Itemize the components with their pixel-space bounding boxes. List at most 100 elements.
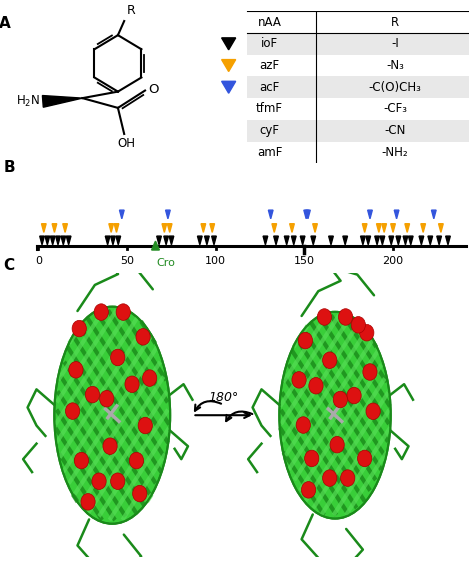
Circle shape [341,470,355,486]
Polygon shape [375,236,379,245]
Polygon shape [319,409,391,516]
Polygon shape [293,349,380,481]
Circle shape [309,377,323,394]
Polygon shape [222,38,236,50]
Polygon shape [52,224,57,233]
Polygon shape [279,409,350,516]
Text: 50: 50 [120,256,134,266]
Polygon shape [121,453,167,521]
Text: -C(O)CH₃: -C(O)CH₃ [369,81,421,94]
Polygon shape [56,309,105,382]
Polygon shape [105,236,110,245]
Polygon shape [263,236,268,245]
Text: 180°: 180° [209,391,239,404]
Polygon shape [108,427,171,521]
Polygon shape [152,241,159,250]
Polygon shape [437,236,441,245]
Text: ioF: ioF [261,37,278,50]
Polygon shape [107,309,169,404]
Polygon shape [66,236,71,245]
Polygon shape [296,338,383,471]
Polygon shape [110,236,115,245]
Polygon shape [283,377,366,502]
Polygon shape [79,375,165,507]
Polygon shape [50,236,55,245]
Circle shape [138,417,152,434]
Polygon shape [72,334,163,473]
Polygon shape [304,210,309,219]
Polygon shape [114,224,119,233]
Circle shape [110,473,125,489]
Circle shape [351,316,365,333]
Polygon shape [222,60,236,72]
Circle shape [347,387,361,404]
Circle shape [298,332,312,349]
Circle shape [338,309,353,325]
Polygon shape [405,224,410,233]
Polygon shape [391,224,395,233]
Circle shape [292,372,306,388]
Text: amF: amF [257,146,283,159]
Bar [246,120,316,141]
Text: R: R [391,16,399,29]
Circle shape [116,304,130,320]
Polygon shape [42,96,82,107]
Polygon shape [87,390,169,514]
Polygon shape [280,318,351,426]
Circle shape [323,352,337,368]
Polygon shape [58,453,104,521]
Circle shape [85,386,100,403]
Text: O: O [148,83,159,96]
Polygon shape [313,224,318,233]
Polygon shape [282,314,328,383]
Polygon shape [431,210,436,219]
Text: B: B [3,159,15,175]
Circle shape [103,438,117,454]
Polygon shape [58,327,145,459]
Circle shape [357,450,372,467]
Text: acF: acF [259,81,280,94]
Circle shape [363,364,377,380]
Polygon shape [273,236,278,245]
Circle shape [333,391,347,408]
Polygon shape [319,318,391,426]
Circle shape [92,473,106,489]
Text: 200: 200 [383,256,403,266]
Polygon shape [376,224,381,233]
Bar [316,77,469,98]
Polygon shape [222,81,236,93]
Polygon shape [96,312,171,426]
Polygon shape [292,236,296,245]
Polygon shape [40,236,45,245]
Circle shape [330,436,344,453]
Circle shape [360,324,374,341]
Polygon shape [63,224,67,233]
Text: OH: OH [117,137,135,150]
Polygon shape [428,236,433,245]
Text: -NH₂: -NH₂ [382,146,408,159]
Ellipse shape [55,307,170,524]
Text: -N₃: -N₃ [386,59,404,72]
Polygon shape [55,236,60,245]
Polygon shape [67,346,158,485]
Text: R: R [127,5,136,17]
Ellipse shape [279,312,391,519]
Polygon shape [71,493,79,503]
Bar [246,77,316,98]
Text: H$_2$N: H$_2$N [16,94,40,109]
Polygon shape [97,408,170,518]
Polygon shape [280,391,358,510]
Polygon shape [80,327,166,459]
Polygon shape [389,236,393,245]
Polygon shape [342,314,388,383]
Polygon shape [157,236,161,245]
Polygon shape [344,450,388,516]
Polygon shape [268,210,273,219]
Circle shape [366,403,380,419]
Circle shape [301,481,316,498]
Polygon shape [438,224,443,233]
Polygon shape [55,309,118,404]
Text: -I: -I [391,37,399,50]
Circle shape [65,403,80,419]
Bar [316,33,469,55]
